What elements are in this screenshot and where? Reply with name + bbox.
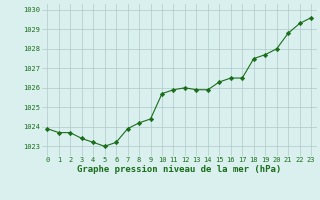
- X-axis label: Graphe pression niveau de la mer (hPa): Graphe pression niveau de la mer (hPa): [77, 165, 281, 174]
